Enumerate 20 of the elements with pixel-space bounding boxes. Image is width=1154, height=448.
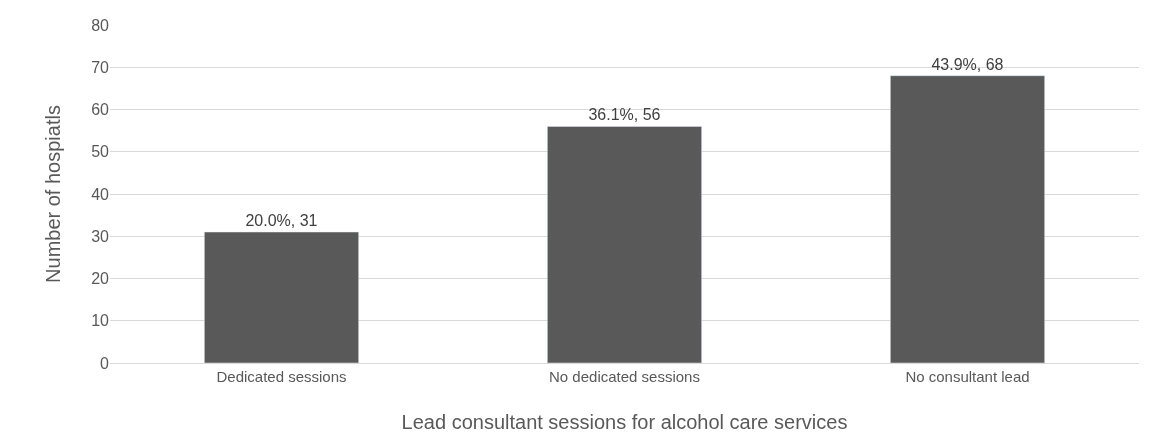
data-label: 43.9%, 68 [931,55,1004,73]
bar [890,75,1045,363]
y-axis-title: Number of hospiatls [41,105,64,283]
x-tick-label: No consultant lead [905,368,1030,385]
bar [547,126,702,363]
data-label: 20.0%, 31 [245,212,318,230]
y-tick-label: 10 [91,312,110,330]
y-tick-label: 30 [91,227,110,245]
x-axis-title: Lead consultant sessions for alcohol care services [401,410,848,433]
y-tick-label: 40 [91,185,110,203]
y-tick-label: 20 [91,270,110,288]
y-tick-label: 50 [91,143,110,161]
x-tick-label: Dedicated sessions [216,368,347,385]
bar [204,231,359,363]
data-label: 36.1%, 56 [588,106,661,124]
x-tick-label: No dedicated sessions [549,368,700,385]
y-tick-label: 60 [91,101,110,119]
y-tick-label: 0 [100,354,110,372]
y-tick-label: 80 [91,16,110,34]
y-tick-label: 70 [91,58,110,76]
